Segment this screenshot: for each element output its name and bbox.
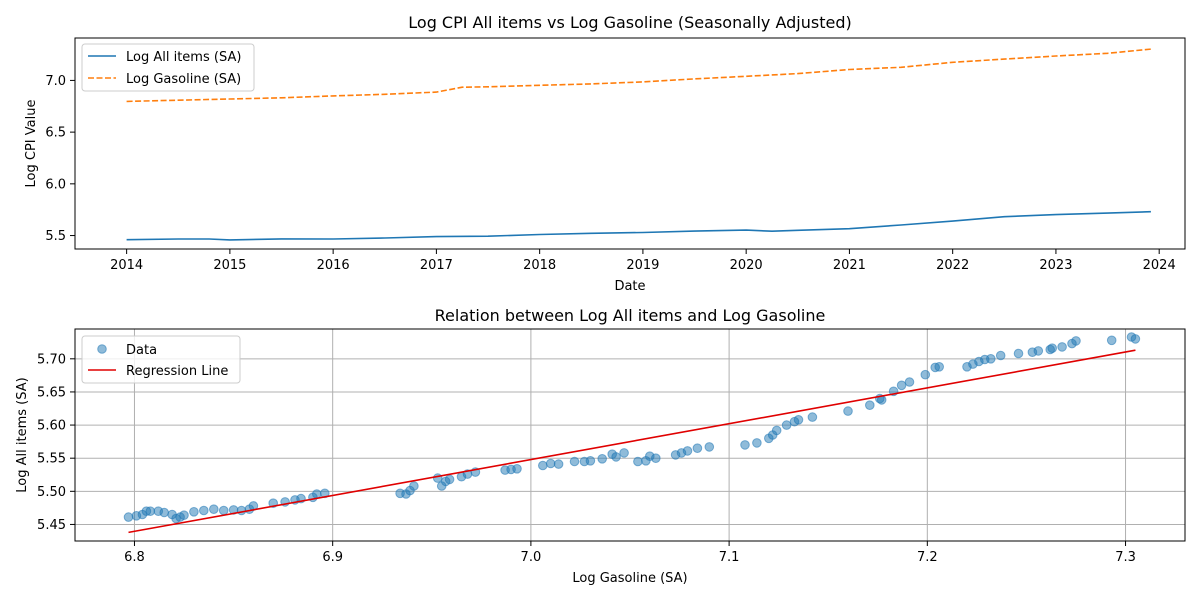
x-tick-label: 2017 bbox=[420, 258, 453, 273]
y-tick-label: 5.60 bbox=[37, 419, 66, 434]
scatter-point bbox=[611, 452, 621, 462]
x-tick-label: 7.2 bbox=[917, 550, 938, 565]
scatter-point bbox=[159, 507, 169, 518]
scatter-point bbox=[1047, 343, 1057, 354]
y-tick-label: 6.0 bbox=[45, 177, 66, 192]
x-tick-label: 7.3 bbox=[1115, 550, 1136, 565]
bottom-legend: Data Regression Line bbox=[81, 335, 241, 384]
scatter-point bbox=[682, 446, 693, 456]
bottom-x-axis-label: Log Gasoline (SA) bbox=[572, 571, 687, 586]
x-tick-label: 2015 bbox=[213, 258, 246, 273]
scatter-point bbox=[569, 456, 580, 467]
scatter-point bbox=[553, 459, 564, 469]
series-line-gasoline bbox=[126, 48, 1151, 103]
bottom-chart-title: Relation between Log All items and Log G… bbox=[435, 306, 826, 325]
scatter-point bbox=[865, 400, 875, 411]
scatter-point bbox=[986, 354, 996, 364]
y-tick-label: 7.0 bbox=[45, 74, 66, 89]
scatter-point bbox=[995, 350, 1006, 361]
legend-entry-label: Log All items (SA) bbox=[126, 50, 241, 65]
top-y-axis-label: Log CPI Value bbox=[24, 100, 39, 188]
scatter-chart: Relation between Log All items and Log G… bbox=[15, 306, 1186, 586]
scatter-point bbox=[585, 456, 596, 466]
legend-entry-label: Log Gasoline (SA) bbox=[126, 72, 241, 87]
scatter-point bbox=[781, 420, 792, 430]
scatter-point bbox=[1013, 348, 1024, 359]
scatter-point bbox=[538, 460, 548, 471]
scatter-point bbox=[843, 406, 853, 416]
y-tick-label: 5.55 bbox=[37, 452, 66, 467]
scatter-point bbox=[444, 474, 455, 485]
scatter-point bbox=[236, 505, 247, 516]
scatter-point bbox=[189, 507, 199, 517]
scatter-point bbox=[218, 505, 229, 516]
scatter-point bbox=[512, 464, 522, 474]
legend-frame bbox=[81, 335, 241, 384]
scatter-point bbox=[740, 440, 750, 450]
x-tick-label: 2016 bbox=[317, 258, 350, 273]
scatter-point bbox=[199, 505, 209, 516]
scatter-point bbox=[1057, 342, 1067, 352]
top-plot-frame bbox=[74, 37, 1186, 250]
scatter-point bbox=[771, 425, 782, 436]
x-tick-label: 7.0 bbox=[521, 550, 542, 565]
series-line-all-items bbox=[126, 210, 1151, 241]
scatter-point bbox=[651, 453, 661, 464]
time-series-chart: Log CPI All items vs Log Gasoline (Seaso… bbox=[24, 13, 1186, 294]
x-tick-label: 7.1 bbox=[719, 550, 740, 565]
scatter-point bbox=[1071, 336, 1081, 346]
legend-entry-label: Regression Line bbox=[126, 364, 228, 379]
legend-entry-label: Data bbox=[126, 343, 157, 358]
scatter-point bbox=[793, 415, 804, 425]
scatter-point bbox=[1130, 334, 1141, 344]
regression-line bbox=[128, 349, 1136, 534]
x-tick-label: 6.8 bbox=[124, 550, 145, 565]
y-tick-label: 5.5 bbox=[45, 229, 66, 244]
x-tick-label: 2019 bbox=[626, 258, 659, 273]
x-tick-label: 2022 bbox=[936, 258, 969, 273]
y-tick-label: 6.5 bbox=[45, 126, 66, 141]
x-tick-label: 2018 bbox=[523, 258, 556, 273]
top-legend: Log All items (SA) Log Gasoline (SA) bbox=[81, 43, 255, 92]
x-tick-label: 2020 bbox=[730, 258, 763, 273]
scatter-point bbox=[409, 481, 419, 491]
y-tick-label: 5.65 bbox=[37, 385, 66, 400]
scatter-point bbox=[1106, 335, 1117, 346]
scatter-point bbox=[904, 377, 915, 387]
scatter-point bbox=[597, 454, 608, 464]
scatter-point bbox=[692, 443, 703, 454]
scatter-point bbox=[179, 510, 189, 521]
legend-frame bbox=[81, 43, 255, 92]
top-chart-title: Log CPI All items vs Log Gasoline (Seaso… bbox=[408, 13, 851, 32]
bottom-plot-frame bbox=[74, 328, 1186, 542]
scatter-point bbox=[920, 369, 931, 380]
scatter-point bbox=[209, 504, 219, 515]
scatter-point bbox=[807, 412, 818, 422]
y-tick-label: 5.45 bbox=[37, 518, 66, 533]
scatter-point bbox=[123, 512, 134, 522]
x-tick-label: 2024 bbox=[1143, 258, 1176, 273]
x-tick-label: 2014 bbox=[110, 258, 143, 273]
x-tick-label: 2021 bbox=[833, 258, 866, 273]
scatter-point bbox=[752, 438, 762, 448]
top-x-axis-label: Date bbox=[614, 279, 645, 294]
y-tick-label: 5.50 bbox=[37, 485, 66, 500]
legend-swatch bbox=[97, 344, 107, 354]
scatter-point bbox=[704, 442, 715, 452]
scatter-point bbox=[1033, 346, 1044, 356]
scatter-point bbox=[145, 506, 156, 517]
x-tick-label: 2023 bbox=[1039, 258, 1072, 273]
scatter-point bbox=[619, 448, 629, 458]
scatter-point bbox=[896, 380, 907, 391]
scatter-point bbox=[545, 458, 556, 469]
y-tick-label: 5.70 bbox=[37, 352, 66, 367]
x-tick-label: 6.9 bbox=[322, 550, 343, 565]
bottom-y-axis-label: Log All items (SA) bbox=[15, 377, 30, 492]
scatter-point bbox=[934, 362, 945, 372]
scatter-point bbox=[633, 456, 643, 467]
